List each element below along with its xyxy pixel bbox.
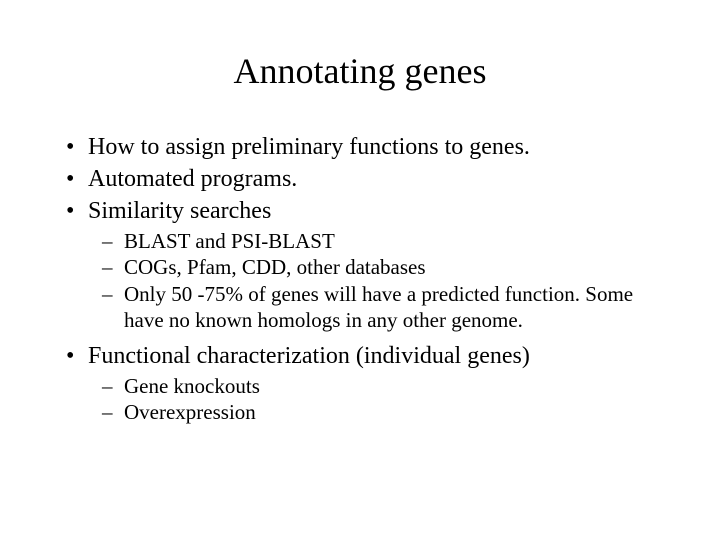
bullet-item: Similarity searches xyxy=(60,196,660,226)
bullet-list: How to assign preliminary functions to g… xyxy=(60,132,660,426)
slide-title: Annotating genes xyxy=(60,50,660,92)
bullet-item: Automated programs. xyxy=(60,164,660,194)
bullet-item: Functional characterization (individual … xyxy=(60,341,660,371)
bullet-item: How to assign preliminary functions to g… xyxy=(60,132,660,162)
sub-item: BLAST and PSI-BLAST xyxy=(60,228,660,254)
sub-item: Overexpression xyxy=(60,399,660,425)
sub-item: COGs, Pfam, CDD, other databases xyxy=(60,254,660,280)
sub-list: BLAST and PSI-BLAST COGs, Pfam, CDD, oth… xyxy=(60,228,660,333)
sub-item: Gene knockouts xyxy=(60,373,660,399)
sub-list: Gene knockouts Overexpression xyxy=(60,373,660,426)
sub-item: Only 50 -75% of genes will have a predic… xyxy=(60,281,660,334)
